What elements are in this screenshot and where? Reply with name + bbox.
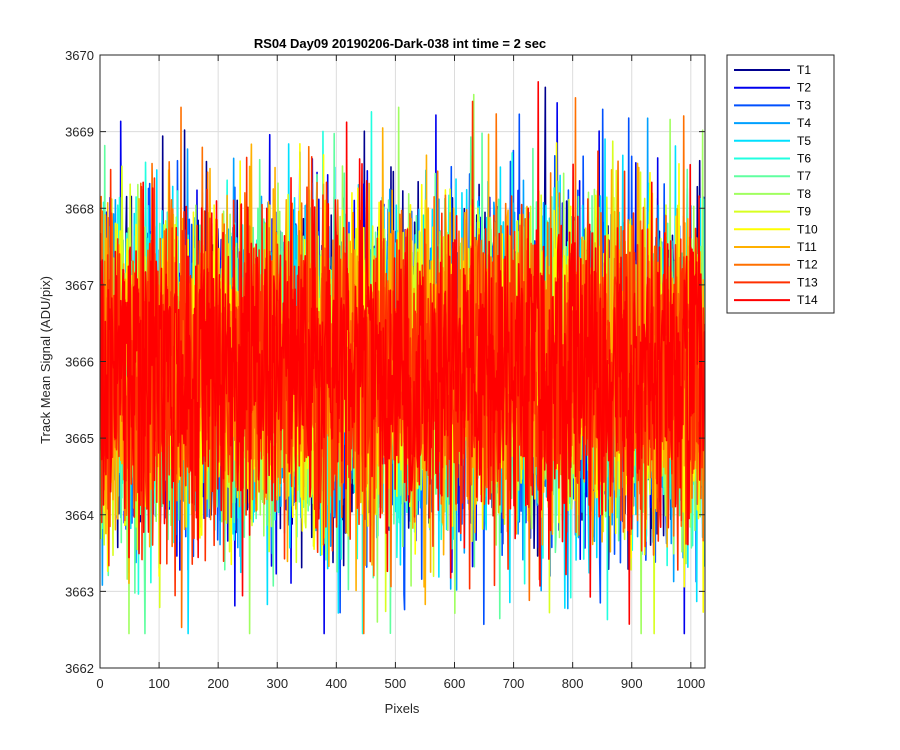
x-tick-label: 700 xyxy=(503,676,525,691)
legend: T1 T2 T3 T4 T5 T6 T7 T8 T9 T10 T11 T12 T13 T14 xyxy=(726,54,835,314)
x-tick-label: 400 xyxy=(325,676,347,691)
x-axis-ticks: 0 100 200 300 400 500 600 700 800 900 1000 xyxy=(96,55,705,691)
x-tick-label: 1000 xyxy=(676,676,705,691)
y-tick-label: 3667 xyxy=(65,278,94,293)
y-tick-label: 3663 xyxy=(65,584,94,599)
x-tick-label: 300 xyxy=(266,676,288,691)
x-tick-label: 900 xyxy=(621,676,643,691)
y-tick-label: 3668 xyxy=(65,201,94,216)
y-tick-label: 3664 xyxy=(65,508,94,523)
y-tick-label: 3670 xyxy=(65,48,94,63)
legend-label-t2: T2 xyxy=(797,81,811,95)
legend-label-t14: T14 xyxy=(797,293,818,307)
y-tick-label: 3662 xyxy=(65,661,94,676)
legend-box xyxy=(726,54,835,314)
legend-label-t1: T1 xyxy=(797,63,811,77)
legend-label-t4: T4 xyxy=(797,116,811,130)
y-tick-label: 3665 xyxy=(65,431,94,446)
legend-label-t8: T8 xyxy=(797,187,811,201)
legend-label-t9: T9 xyxy=(797,205,811,219)
legend-label-t5: T5 xyxy=(797,134,811,148)
legend-label-t11: T11 xyxy=(797,240,817,254)
x-tick-label: 0 xyxy=(96,676,103,691)
series-layer xyxy=(100,81,705,635)
x-tick-label: 600 xyxy=(444,676,466,691)
x-tick-label: 800 xyxy=(562,676,584,691)
legend-label-t13: T13 xyxy=(797,275,818,289)
x-tick-label: 500 xyxy=(385,676,407,691)
chart-title: RS04 Day09 20190206-Dark-038 int time = … xyxy=(254,36,546,51)
legend-label-t12: T12 xyxy=(797,258,818,272)
x-axis-label: Pixels xyxy=(385,701,420,716)
series-line-t14 xyxy=(100,81,705,625)
y-tick-label: 3669 xyxy=(65,125,94,140)
legend-label-t10: T10 xyxy=(797,222,818,236)
legend-label-t7: T7 xyxy=(797,169,811,183)
legend-label-t3: T3 xyxy=(797,98,811,112)
x-tick-label: 100 xyxy=(148,676,170,691)
x-tick-label: 200 xyxy=(207,676,229,691)
y-axis-ticks: 3662 3663 3664 3665 3666 3667 3668 3669 3670 xyxy=(65,48,705,676)
y-axis-label: Track Mean Signal (ADU/pix) xyxy=(38,276,53,444)
y-tick-label: 3666 xyxy=(65,355,94,370)
legend-label-t6: T6 xyxy=(797,152,811,166)
